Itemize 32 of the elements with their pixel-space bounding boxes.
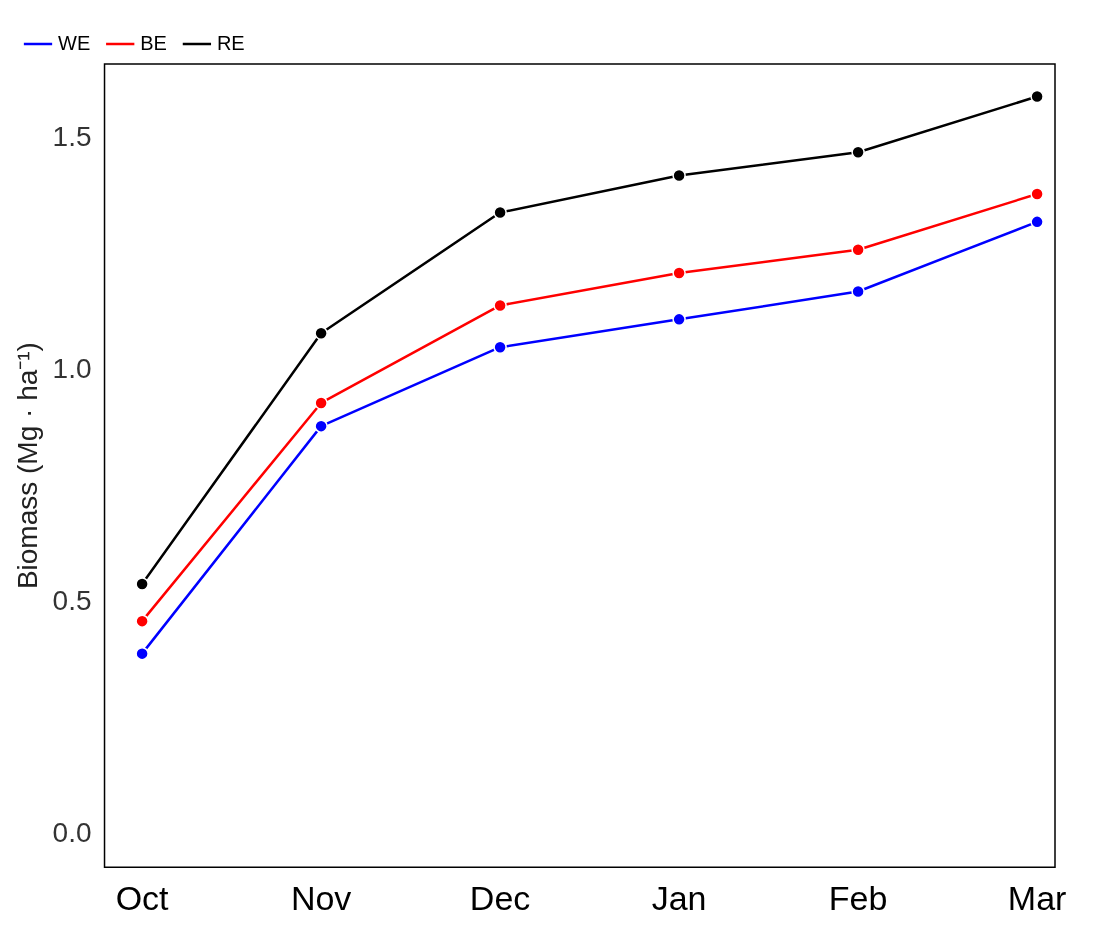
point (135, 577, 149, 591)
y-axis-title: Biomass (Mg · ha⁻¹) (11, 342, 43, 590)
point (135, 646, 149, 661)
point (493, 340, 507, 354)
point (314, 419, 328, 433)
x-tick-label: Jan (651, 878, 707, 917)
legend-label: WE (58, 31, 91, 54)
y-tick-label: 1.5 (52, 121, 92, 152)
x-tick-label: Mar (1007, 878, 1067, 917)
x-tick-label: Oct (115, 878, 170, 917)
point (672, 312, 686, 327)
y-tick-label: 0.5 (52, 585, 92, 617)
point (493, 205, 507, 220)
point (1030, 187, 1044, 201)
y-tick-label: 1.0 (52, 353, 92, 385)
point (314, 326, 328, 341)
point (672, 266, 686, 280)
point (851, 145, 865, 159)
x-tick-label: Nov (290, 878, 352, 917)
point (851, 242, 865, 257)
y-tick-label: 0.0 (52, 817, 92, 849)
point (314, 396, 328, 410)
point (672, 168, 686, 183)
legend-label: BE (140, 31, 167, 54)
point (1030, 89, 1044, 104)
point (493, 298, 507, 313)
legend-label: RE (216, 31, 245, 54)
point (851, 284, 865, 299)
point (135, 614, 149, 628)
x-tick-label: Dec (469, 878, 531, 917)
x-tick-label: Feb (828, 878, 888, 917)
point (1030, 215, 1044, 229)
